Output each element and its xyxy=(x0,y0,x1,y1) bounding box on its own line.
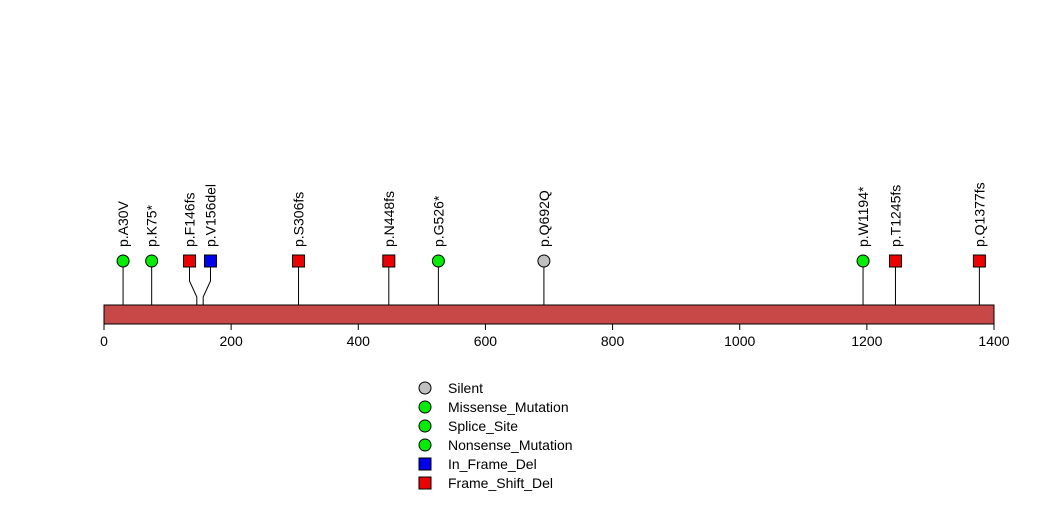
mutation-marker xyxy=(203,254,217,268)
legend-label: Nonsense_Mutation xyxy=(448,437,573,453)
x-axis-tick-label: 1200 xyxy=(851,333,882,349)
mutation-marker xyxy=(182,254,196,268)
mutation-label: p.W1194* xyxy=(855,186,871,247)
mutation-stem xyxy=(188,261,198,305)
mutation-marker xyxy=(856,254,870,268)
mutation-marker xyxy=(292,254,306,268)
x-axis-tick-label: 1400 xyxy=(978,333,1009,349)
mutation-label: p.T1245fs xyxy=(887,185,903,247)
x-axis-tick-label: 200 xyxy=(219,333,243,349)
x-axis-tick-label: 1000 xyxy=(724,333,755,349)
mutation-label: p.Q1377fs xyxy=(971,182,987,247)
legend-swatch xyxy=(418,438,432,452)
mutation-label: p.N448fs xyxy=(381,191,397,247)
legend-swatch xyxy=(418,381,432,395)
legend-swatch xyxy=(418,400,432,414)
x-axis-tick-label: 400 xyxy=(347,333,371,349)
mutation-label: p.A30V xyxy=(115,200,131,247)
x-axis-tick-label: 600 xyxy=(474,333,498,349)
mutation-marker xyxy=(145,254,159,268)
mutation-label: p.V156del xyxy=(202,184,218,247)
x-axis-tick-label: 800 xyxy=(601,333,625,349)
mutation-marker xyxy=(888,254,902,268)
protein-domain-bar xyxy=(103,304,995,325)
legend-swatch xyxy=(418,457,432,471)
mutation-marker xyxy=(431,254,445,268)
mutation-stem xyxy=(202,261,211,305)
legend-label: Splice_Site xyxy=(448,418,518,434)
legend-label: Missense_Mutation xyxy=(448,399,569,415)
mutation-marker xyxy=(972,254,986,268)
mutation-label: p.G526* xyxy=(430,195,446,247)
legend-label: Frame_Shift_Del xyxy=(448,475,553,491)
x-axis-tick-label: 0 xyxy=(100,333,108,349)
mutation-label: p.Q692Q xyxy=(536,190,552,247)
legend-swatch xyxy=(418,419,432,433)
mutation-marker xyxy=(382,254,396,268)
legend-swatch xyxy=(418,476,432,490)
legend-label: Silent xyxy=(448,380,483,396)
mutation-marker xyxy=(116,254,130,268)
legend-label: In_Frame_Del xyxy=(448,456,537,472)
mutation-label: p.K75* xyxy=(144,204,160,247)
mutation-label: p.F146fs xyxy=(181,193,197,247)
mutation-label: p.S306fs xyxy=(291,192,307,247)
mutation-marker xyxy=(537,254,551,268)
